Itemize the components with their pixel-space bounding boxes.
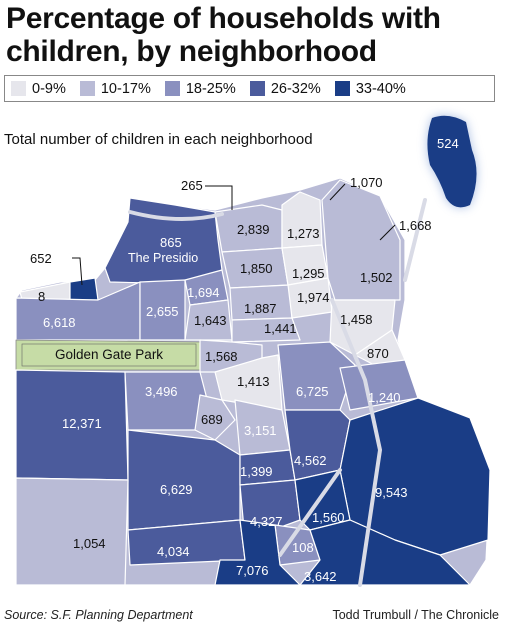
region-1441: [231, 317, 301, 343]
treasure-island: [427, 115, 477, 208]
leader-line: [205, 185, 233, 210]
region-12371: [15, 369, 129, 481]
source-note: Source: S.F. Planning Department: [4, 608, 193, 622]
legend-swatch: [164, 81, 180, 96]
map-subtitle: Total number of children in each neighbo…: [4, 131, 313, 148]
region-1502: [321, 179, 401, 301]
region-1887: [229, 284, 293, 321]
region-presidio: [104, 197, 223, 284]
region-1974: [287, 277, 333, 319]
legend-swatch: [11, 81, 26, 96]
region-652: [69, 277, 99, 301]
leader-line: [72, 257, 83, 286]
region-1273: [281, 191, 323, 249]
legend-item: 0-9%: [11, 81, 66, 97]
legend-item: 26-32%: [249, 80, 321, 97]
region-7076: [214, 519, 301, 586]
region-1413: [214, 354, 283, 411]
freeway: [403, 198, 427, 282]
legend-item: 33-40%: [334, 80, 406, 97]
legend-label: 0-9%: [32, 80, 66, 97]
credit-note: Todd Trumbull / The Chronicle: [332, 608, 499, 622]
freeway: [128, 210, 224, 221]
legend-item: 18-25%: [164, 80, 236, 97]
legend-label: 18-25%: [185, 80, 236, 97]
map-title: Percentage of households with children, …: [6, 2, 441, 68]
legend-label: 10-17%: [100, 80, 151, 97]
leader-line: [379, 224, 396, 241]
region-1054: [15, 477, 129, 586]
leader-line: [329, 183, 346, 201]
region-1643: [184, 299, 233, 341]
freeway: [330, 298, 383, 587]
park-label-box: [21, 343, 197, 367]
legend-label: 33-40%: [355, 80, 406, 97]
legend: 0-9% 10-17% 18-25% 26-32% 33-40%: [4, 75, 495, 102]
region-1399: [239, 449, 296, 486]
legend-swatch: [334, 81, 350, 96]
region-2655: [139, 279, 186, 341]
freeway: [278, 468, 342, 557]
region-6629: [127, 429, 241, 531]
region-3642: [299, 519, 471, 586]
legend-swatch: [79, 81, 95, 96]
region-2839: [214, 204, 283, 253]
legend-item: 10-17%: [79, 80, 151, 97]
region-1850: [221, 247, 289, 289]
region-689: [194, 394, 236, 441]
legend-label: 26-32%: [270, 80, 321, 97]
legend-swatch: [249, 81, 265, 96]
